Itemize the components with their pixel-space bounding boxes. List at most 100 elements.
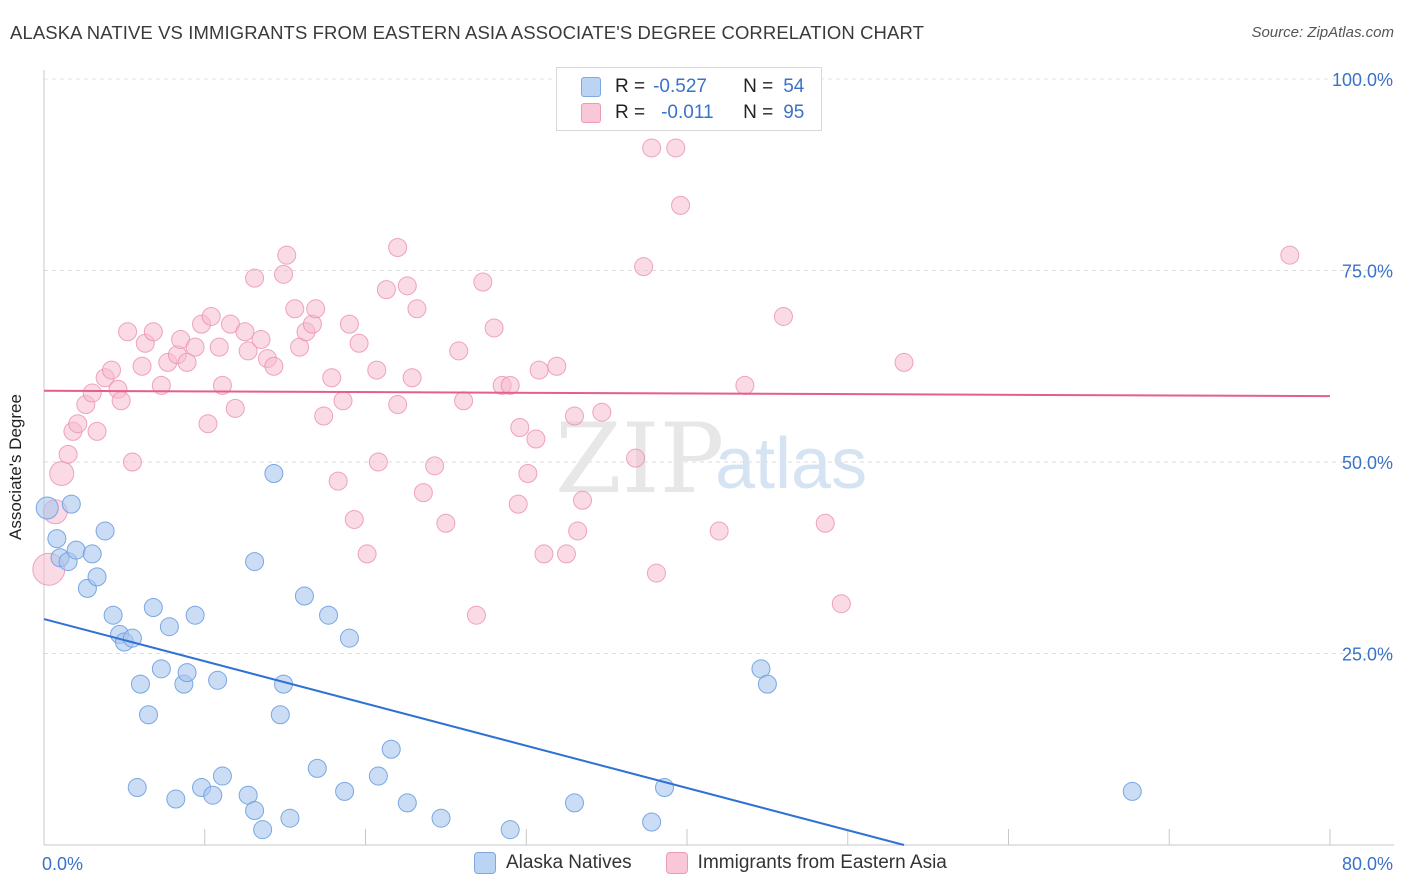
pink-point <box>225 398 245 418</box>
pink-point <box>526 429 546 449</box>
watermark: ZIP atlas <box>555 403 867 515</box>
pink-point <box>388 238 408 258</box>
pink-point <box>592 402 612 422</box>
pink-point <box>709 521 729 541</box>
blue-point <box>264 463 284 483</box>
blue-point <box>185 605 205 625</box>
x-tick-label-max: 80.0% <box>1342 854 1393 874</box>
series-swatch-pink <box>665 852 688 874</box>
pink-point <box>118 322 138 342</box>
blue-point <box>212 766 232 786</box>
blue-point <box>208 670 228 690</box>
pink-point <box>666 138 686 158</box>
pink-point <box>568 521 588 541</box>
blue-point <box>177 663 197 683</box>
pink-point <box>349 333 369 353</box>
y-tick-label: 100.0% <box>1332 70 1393 90</box>
source-credit: Source: ZipAtlas.com <box>1251 24 1394 41</box>
pink-point <box>344 509 364 529</box>
pink-point <box>413 483 433 503</box>
pink-point <box>510 418 530 438</box>
pink-point <box>302 314 322 334</box>
legend-n-label: N = <box>743 76 774 97</box>
pink-point <box>111 391 131 411</box>
pink-point <box>634 257 654 277</box>
series-legend: Alaska Natives Immigrants from Eastern A… <box>474 852 981 874</box>
pink-point <box>500 375 520 395</box>
pink-point <box>212 375 232 395</box>
pink-point <box>894 352 914 372</box>
pink-point <box>122 452 142 472</box>
pink-point <box>425 456 445 476</box>
pink-point <box>376 280 396 300</box>
y-tick-label: 50.0% <box>1342 453 1393 473</box>
blue-point <box>87 567 107 587</box>
pink-point <box>285 299 305 319</box>
series-legend-label: Immigrants from Eastern Asia <box>697 852 947 873</box>
pink-point <box>547 356 567 376</box>
pink-point <box>646 563 666 583</box>
pink-point <box>397 276 417 296</box>
blue-point <box>307 758 327 778</box>
y-tick-label: 75.0% <box>1342 262 1393 282</box>
pink-point <box>573 490 593 510</box>
pink-point <box>102 360 122 380</box>
blue-point <box>166 789 186 809</box>
legend-r-label: R = <box>615 102 646 123</box>
legend-swatch-blue <box>581 77 601 97</box>
pink-point <box>454 391 474 411</box>
pink-point <box>322 368 342 388</box>
legend-r-value: -0.011 <box>661 102 714 123</box>
trend-line-immigrants-eastern-asia <box>43 389 1331 398</box>
pink-point <box>626 448 646 468</box>
series-alaska-natives <box>35 463 1142 840</box>
pink-point <box>368 452 388 472</box>
pink-point <box>68 414 88 434</box>
pink-point <box>518 463 538 483</box>
pink-point <box>556 544 576 564</box>
pink-point <box>642 138 662 158</box>
legend-row-alaska-natives: R = -0.527 N = 54 <box>581 75 804 99</box>
blue-point <box>564 793 584 813</box>
legend-r-label: R = <box>615 76 646 97</box>
pink-point <box>314 406 334 426</box>
pink-point <box>339 314 359 334</box>
blue-point <box>82 544 102 564</box>
grid-lines <box>44 78 1394 654</box>
pink-point <box>436 513 456 533</box>
pink-point <box>388 395 408 415</box>
blue-point <box>381 739 401 759</box>
blue-point <box>253 820 273 840</box>
pink-point <box>251 329 271 349</box>
blue-point <box>47 529 67 549</box>
blue-point <box>294 586 314 606</box>
chart-title: ALASKA NATIVE VS IMMIGRANTS FROM EASTERN… <box>10 22 924 43</box>
blue-point <box>431 808 451 828</box>
pink-point <box>671 195 691 215</box>
pink-point <box>534 544 554 564</box>
blue-point <box>757 674 777 694</box>
pink-point <box>132 356 152 376</box>
blue-point <box>339 628 359 648</box>
blue-point <box>61 494 81 514</box>
pink-point <box>831 594 851 614</box>
blue-point <box>95 521 115 541</box>
trend-lines <box>43 389 1331 846</box>
pink-point <box>407 299 427 319</box>
legend-n-value: 95 <box>783 102 805 123</box>
x-tick-label-min: 0.0% <box>42 854 83 874</box>
blue-point <box>500 820 520 840</box>
trend-line-alaska-natives <box>43 618 905 846</box>
blue-point <box>319 605 339 625</box>
y-axis-label: Associate's Degree <box>6 394 25 540</box>
pink-point <box>449 341 469 361</box>
pink-point <box>357 544 377 564</box>
series-legend-label: Alaska Natives <box>506 852 632 873</box>
blue-point <box>397 793 417 813</box>
pink-point <box>245 268 265 288</box>
blue-point <box>1122 781 1142 801</box>
pink-point <box>473 272 493 292</box>
blue-point <box>642 812 662 832</box>
pink-point <box>82 383 102 403</box>
